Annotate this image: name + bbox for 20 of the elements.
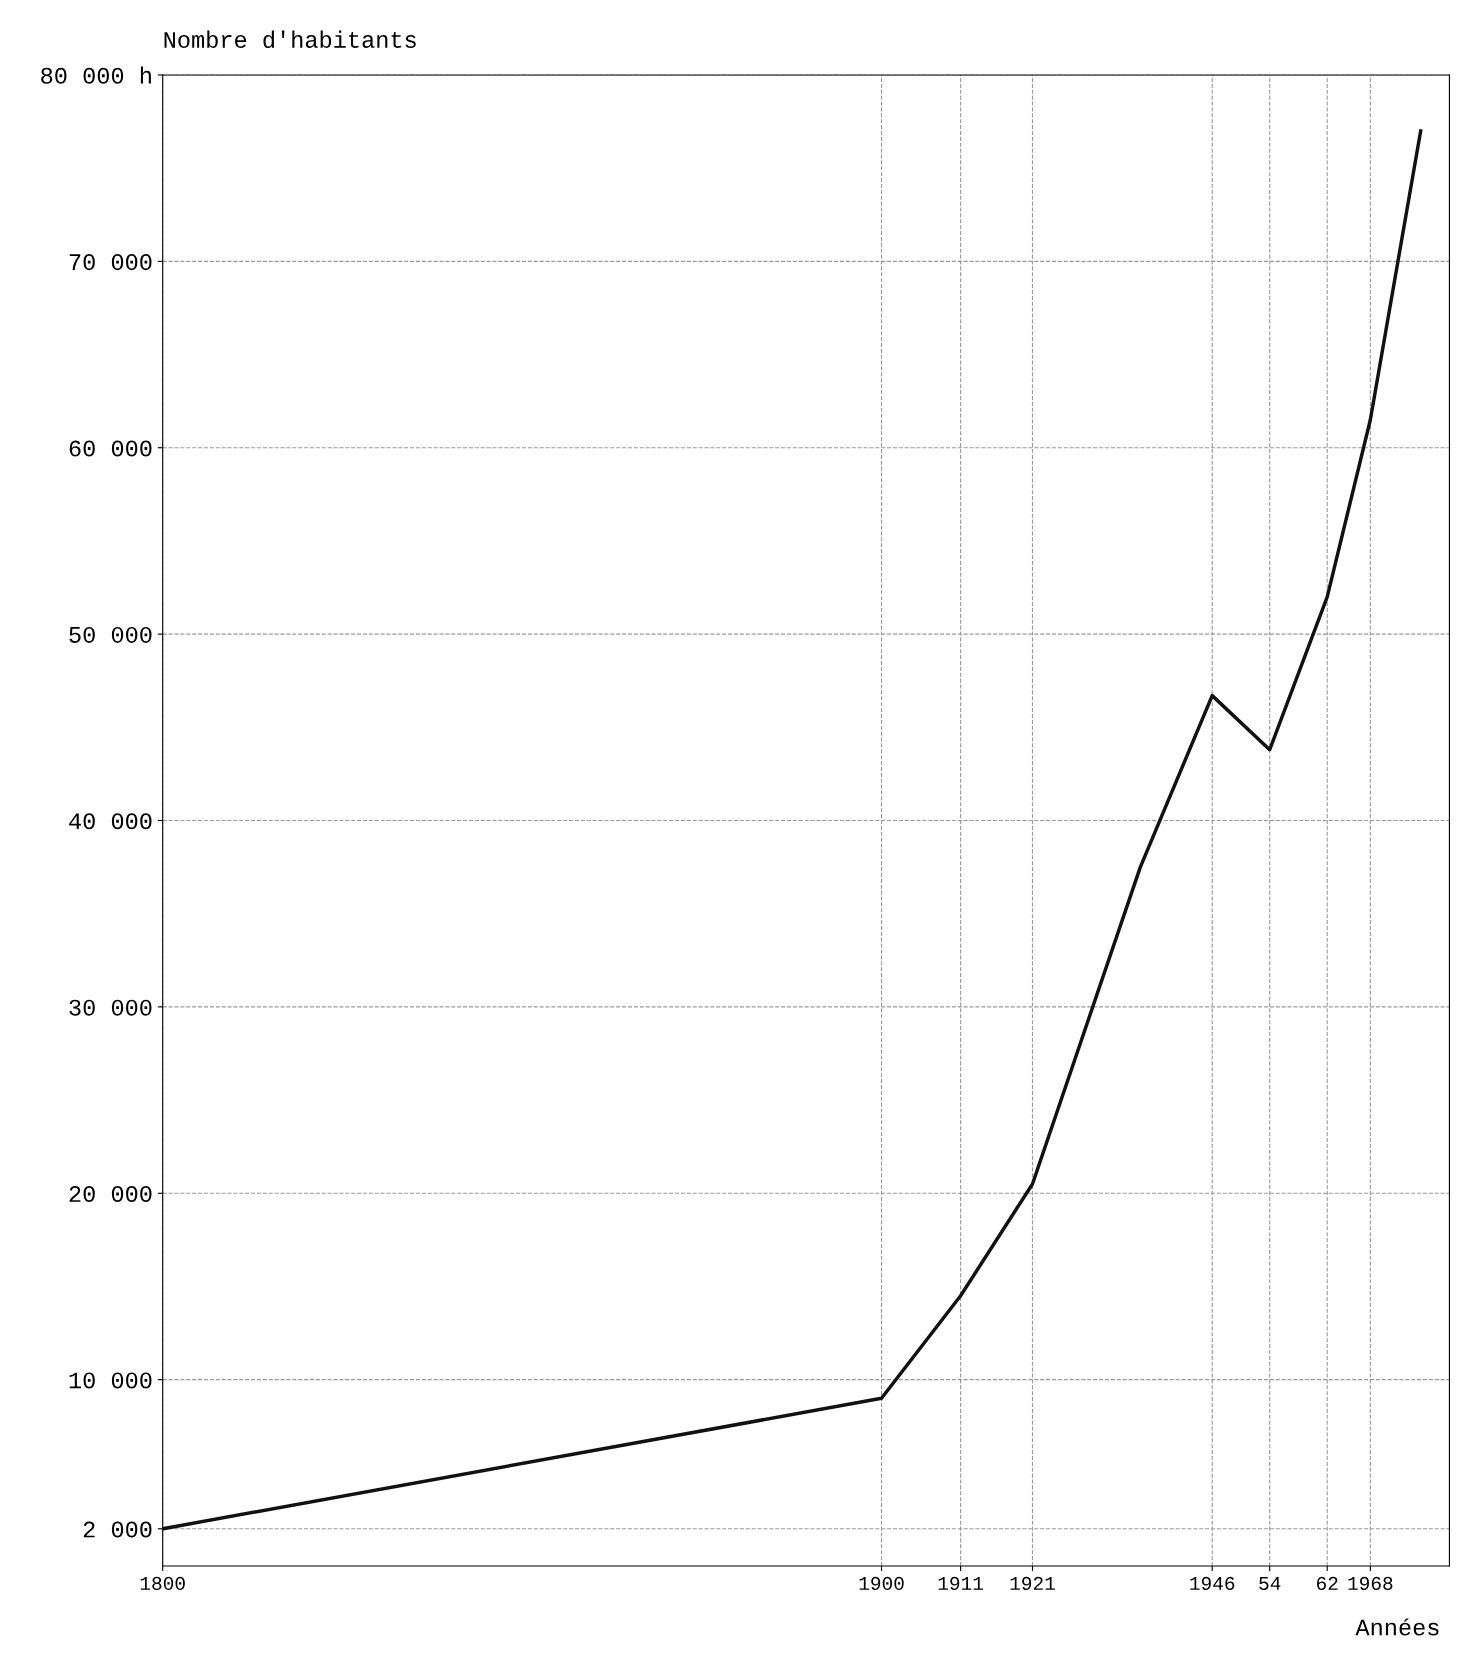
y-tick-label: 80 000 h bbox=[41, 66, 151, 84]
y-tick-label: 60 000 bbox=[69, 440, 152, 457]
y-tick-label: 50 000 bbox=[69, 626, 152, 643]
y-tick-label: 10 000 bbox=[69, 1372, 152, 1389]
line-series bbox=[162, 129, 1423, 1531]
x-tick-label: 54 bbox=[1259, 1577, 1281, 1591]
x-axis-title: Années bbox=[1355, 1618, 1439, 1636]
y-axis-title: Nombre d'habitants bbox=[164, 30, 416, 48]
y-tick-label: 30 000 bbox=[69, 999, 152, 1016]
y-tick-label: 20 000 bbox=[69, 1186, 152, 1203]
x-tick-label: 1968 bbox=[1348, 1576, 1393, 1591]
x-tick-label: 1900 bbox=[859, 1576, 904, 1591]
y-tick-label: 70 000 bbox=[69, 254, 152, 271]
x-tick-label: 1921 bbox=[1010, 1576, 1055, 1591]
x-tick-label: 62 bbox=[1316, 1576, 1338, 1591]
x-tick-label: 1800 bbox=[140, 1576, 185, 1591]
x-tick-label: 1911 bbox=[938, 1576, 983, 1591]
y-tick-label: 2 000 bbox=[83, 1521, 152, 1538]
x-tick-label: 1946 bbox=[1190, 1576, 1235, 1591]
y-tick-label: 40 000 bbox=[69, 813, 152, 830]
